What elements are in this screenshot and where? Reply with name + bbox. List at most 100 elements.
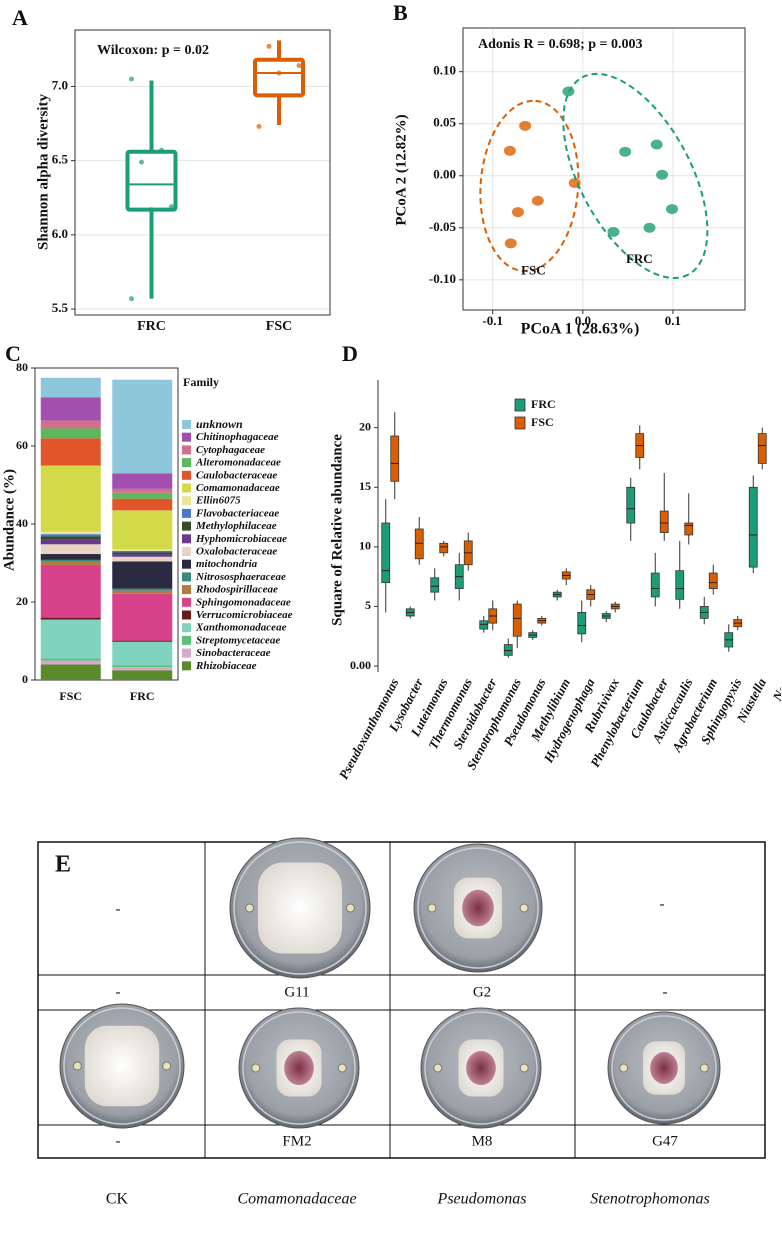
legend-label: unknown xyxy=(196,417,243,431)
cell-label: G2 xyxy=(473,984,491,1000)
x-tick-label: Nan xyxy=(769,676,782,704)
legend-label: FRC xyxy=(531,397,556,411)
point xyxy=(643,222,656,233)
y-tick-label: 5.5 xyxy=(52,300,69,315)
legend-label: Cytophagaceae xyxy=(196,444,265,456)
bar-segment xyxy=(112,379,173,474)
annotation: Adonis R = 0.698; p = 0.003 xyxy=(478,37,643,52)
x-tick-label: -0.1 xyxy=(482,313,503,328)
legend-label: Methylophilaceae xyxy=(195,520,277,532)
footer-label: Stenotrophomonas xyxy=(590,1191,709,1208)
bar-segment xyxy=(112,549,173,551)
box xyxy=(253,57,305,98)
legend-label: Chitinophagaceae xyxy=(196,431,279,443)
bar-segment xyxy=(40,664,101,680)
point xyxy=(266,43,272,49)
legend-swatch xyxy=(182,597,191,607)
fungal-colony xyxy=(258,862,342,954)
point xyxy=(619,146,632,157)
paper-disc xyxy=(72,1061,82,1071)
point xyxy=(531,195,544,206)
legend-label: Caulobacteraceae xyxy=(196,469,277,481)
panel-label: D xyxy=(342,341,358,366)
plot-frame xyxy=(462,27,746,311)
box xyxy=(503,644,513,656)
box xyxy=(381,522,391,584)
legend-label: Verrucomicrobiaceae xyxy=(196,609,293,621)
panel-e: E - - - G11 G2 - - FM2 M8 G47 CK Comamon… xyxy=(37,837,766,1208)
box xyxy=(650,572,660,598)
cell-label: - xyxy=(116,984,121,1000)
bar-segment xyxy=(112,498,173,511)
bar-segment xyxy=(40,397,101,421)
legend-swatch xyxy=(182,610,191,620)
panel-label: B xyxy=(393,0,408,25)
box xyxy=(684,522,694,536)
plot-area: PseudoxanthomonasLysobacterLuteimonasThe… xyxy=(336,412,782,782)
paper-disc xyxy=(519,903,529,913)
box xyxy=(479,620,489,630)
bar-segment xyxy=(40,377,101,398)
panel-label: A xyxy=(12,5,28,30)
legend-swatch xyxy=(514,398,526,412)
panel: B 0.10 0.05 0.00 -0.05 -0.10 -0.1 0.0 0.1 Adonis … xyxy=(393,0,746,338)
bar-segment xyxy=(40,619,101,659)
legend-swatch xyxy=(182,572,191,582)
dish-rim xyxy=(242,1011,356,1125)
legend-swatch xyxy=(182,496,191,506)
point xyxy=(562,86,575,97)
y-tick-label: 5 xyxy=(365,598,371,612)
bar-segment xyxy=(40,539,101,545)
y-axis-label: PCoA 2 (12.82%) xyxy=(393,114,409,225)
footer-label: Comamonadaceae xyxy=(237,1191,356,1208)
bar-segment xyxy=(40,465,101,532)
cell-label: G47 xyxy=(652,1133,678,1149)
y-tick-label: 10 xyxy=(359,539,371,553)
paper-disc xyxy=(162,1061,172,1071)
y-tick-label: 7.0 xyxy=(52,77,68,92)
legend-label: Hyphomicrobiaceae xyxy=(195,533,287,545)
paper-disc xyxy=(433,1063,443,1073)
x-tick-label: FSC xyxy=(59,689,82,703)
y-tick-label: 0.00 xyxy=(433,167,456,182)
box xyxy=(659,510,669,533)
legend-swatch xyxy=(182,635,191,645)
y-tick-label: -0.05 xyxy=(429,219,457,234)
bar-segment xyxy=(112,473,173,489)
y-axis-label: Abundance (%) xyxy=(1,469,17,571)
legend-label: Flavobacteriaceae xyxy=(195,507,279,519)
legend-label: Comamonadaceae xyxy=(196,482,280,494)
box xyxy=(748,486,758,568)
legend-swatch xyxy=(182,470,191,480)
legend-label: Ellin6075 xyxy=(195,495,241,507)
paper-disc xyxy=(245,903,255,913)
legend-label: Streptomycetaceae xyxy=(196,634,280,646)
bar-segment xyxy=(40,561,101,565)
table-border xyxy=(37,841,766,1159)
box xyxy=(512,603,522,637)
legend-swatch xyxy=(182,534,191,544)
bar-segment xyxy=(112,488,173,493)
plot-frame xyxy=(34,367,179,681)
panel: D 0.00 5 10 15 20 Square of Relative abundance… xyxy=(329,341,782,782)
box xyxy=(414,528,424,560)
bar-segment xyxy=(40,531,101,535)
fungal-colony xyxy=(84,1025,160,1107)
group-label: FRC xyxy=(626,251,653,266)
bar-segment xyxy=(112,590,173,594)
bar-segment xyxy=(112,588,173,591)
legend-swatch xyxy=(514,416,526,430)
paper-disc xyxy=(427,903,437,913)
blank-cell: - xyxy=(116,901,121,917)
point xyxy=(519,120,532,131)
panel: C 0 20 40 60 80 Abundance (%) FSC FRC Family unkno… xyxy=(1,341,292,703)
panel: A 5.5 6.0 6.5 7.0 Wilcoxon: p = 0.02 Shannon a… xyxy=(12,5,331,334)
group-label: FSC xyxy=(521,262,546,277)
bar-segment xyxy=(112,552,173,555)
legend-swatch xyxy=(182,585,191,595)
legend-swatch xyxy=(182,547,191,556)
cell-label: FM2 xyxy=(282,1133,311,1149)
y-axis-label: Shannon alpha diversity xyxy=(35,94,51,250)
paper-disc xyxy=(699,1063,709,1073)
